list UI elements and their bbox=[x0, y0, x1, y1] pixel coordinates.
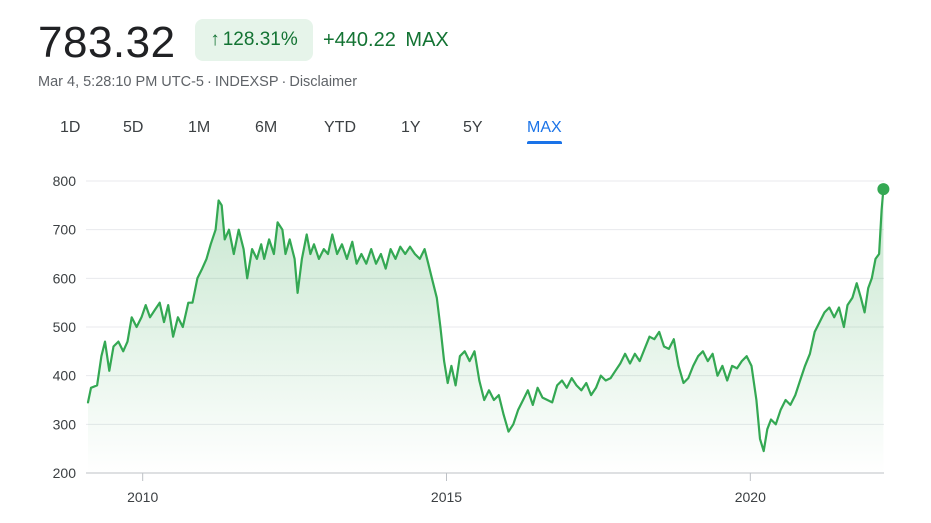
y-tick-label: 400 bbox=[53, 368, 77, 384]
disclaimer-link[interactable]: Disclaimer bbox=[289, 74, 358, 90]
price-meta: Mar 4, 5:28:10 PM UTC-5 · INDEXSP · Disclaim… bbox=[38, 72, 357, 92]
active-tab-underline bbox=[527, 141, 562, 144]
y-axis-ticks: 800 700 600 500 400 300 200 bbox=[53, 173, 77, 481]
tab-1y[interactable]: 1Y bbox=[401, 119, 421, 136]
change-value: +440.22 bbox=[323, 29, 396, 51]
tab-max[interactable]: MAX bbox=[527, 115, 562, 144]
x-tick-label: 2020 bbox=[735, 489, 766, 505]
y-tick-label: 700 bbox=[53, 222, 77, 238]
change-percent-badge: ↑ 128.31% bbox=[195, 19, 313, 61]
current-price: 783.32 bbox=[38, 18, 176, 67]
timestamp: Mar 4, 5:28:10 PM UTC-5 bbox=[38, 74, 204, 90]
x-tick-label: 2010 bbox=[127, 489, 158, 505]
tab-6m[interactable]: 6M bbox=[255, 119, 278, 136]
price-chart[interactable]: 800 700 600 500 400 300 200 2010 2015 2020 bbox=[0, 160, 931, 523]
tab-1d[interactable]: 1D bbox=[60, 119, 81, 136]
separator-dot: · bbox=[207, 74, 212, 90]
current-price-marker bbox=[877, 183, 890, 196]
x-axis-ticks: 2010 2015 2020 bbox=[127, 473, 766, 505]
tab-1m[interactable]: 1M bbox=[188, 119, 211, 136]
tab-ytd[interactable]: YTD bbox=[324, 119, 356, 136]
change-value-row: +440.22 MAX bbox=[323, 28, 449, 52]
price-line bbox=[86, 188, 885, 453]
y-tick-label: 600 bbox=[53, 270, 77, 286]
change-period: MAX bbox=[405, 29, 449, 51]
tab-5y[interactable]: 5Y bbox=[463, 119, 483, 136]
x-tick-label: 2015 bbox=[431, 489, 462, 505]
y-tick-label: 200 bbox=[53, 465, 77, 481]
y-tick-label: 800 bbox=[53, 173, 77, 189]
tab-5d[interactable]: 5D bbox=[123, 119, 144, 136]
time-range-tabs: 1D 5D 1M 6M YTD 1Y 5Y MAX bbox=[0, 115, 931, 147]
y-tick-label: 300 bbox=[53, 416, 77, 432]
price-area-fill bbox=[88, 189, 884, 473]
separator-dot: · bbox=[281, 74, 287, 90]
y-tick-label: 500 bbox=[53, 319, 77, 335]
exchange-name: INDEXSP bbox=[214, 74, 279, 90]
tab-max-label: MAX bbox=[527, 119, 562, 136]
arrow-up-icon: ↑ bbox=[210, 29, 220, 50]
change-percent: 128.31% bbox=[222, 29, 298, 50]
